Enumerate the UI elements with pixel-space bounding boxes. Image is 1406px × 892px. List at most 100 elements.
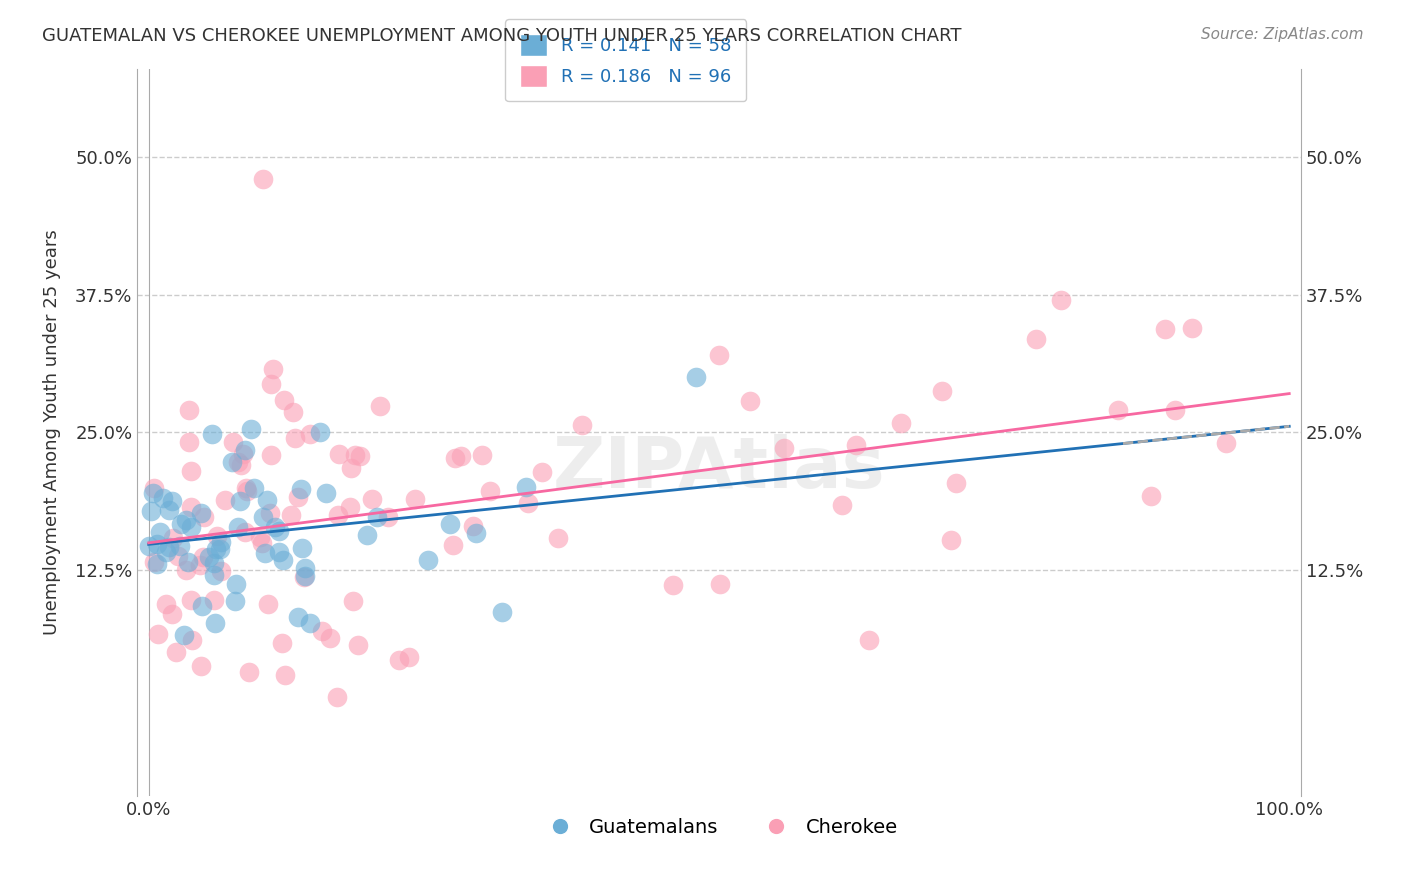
Point — [858, 632, 880, 647]
Point — [167, 549, 190, 563]
Point — [271, 636, 294, 650]
Point — [326, 508, 349, 522]
Point — [274, 668, 297, 682]
Point — [360, 492, 382, 507]
Point — [233, 524, 256, 539]
Point — [232, 447, 254, 461]
Point — [155, 545, 177, 559]
Point — [177, 435, 200, 450]
Point — [398, 649, 420, 664]
Point — [450, 449, 472, 463]
Point — [142, 556, 165, 570]
Point — [173, 628, 195, 642]
Point — [346, 638, 368, 652]
Point — [740, 394, 762, 409]
Point — [388, 653, 411, 667]
Point — [190, 659, 212, 673]
Point — [142, 486, 165, 500]
Point — [235, 481, 257, 495]
Point — [148, 627, 170, 641]
Point — [222, 435, 245, 450]
Point — [142, 482, 165, 496]
Point — [162, 531, 184, 545]
Point — [181, 633, 204, 648]
Point — [228, 455, 250, 469]
Point — [471, 448, 494, 462]
Point — [174, 513, 197, 527]
Point — [292, 570, 315, 584]
Point — [160, 494, 183, 508]
Point — [298, 426, 321, 441]
Point — [709, 577, 731, 591]
Point — [271, 553, 294, 567]
Point — [356, 528, 378, 542]
Point — [228, 520, 250, 534]
Point — [418, 553, 440, 567]
Point — [190, 506, 212, 520]
Point — [208, 541, 231, 556]
Point — [547, 531, 569, 545]
Point — [339, 500, 361, 514]
Point — [1139, 489, 1161, 503]
Point — [479, 483, 502, 498]
Point — [280, 508, 302, 522]
Point — [180, 593, 202, 607]
Point — [530, 465, 553, 479]
Point — [262, 362, 284, 376]
Point — [342, 594, 364, 608]
Point — [291, 541, 314, 556]
Point — [249, 530, 271, 544]
Point — [571, 417, 593, 432]
Point — [165, 644, 187, 658]
Point — [443, 450, 465, 465]
Point — [149, 525, 172, 540]
Point — [491, 605, 513, 619]
Point — [259, 507, 281, 521]
Point — [138, 539, 160, 553]
Point — [939, 533, 962, 548]
Point — [207, 529, 229, 543]
Point — [157, 540, 180, 554]
Point — [174, 563, 197, 577]
Point — [328, 447, 350, 461]
Point — [260, 376, 283, 391]
Point — [231, 458, 253, 473]
Point — [516, 496, 538, 510]
Point — [290, 482, 312, 496]
Point — [180, 500, 202, 514]
Point — [831, 498, 853, 512]
Point — [319, 631, 342, 645]
Point — [315, 486, 337, 500]
Point — [191, 599, 214, 614]
Point — [256, 493, 278, 508]
Point — [707, 348, 730, 362]
Point — [252, 509, 274, 524]
Point — [169, 540, 191, 554]
Point — [193, 549, 215, 564]
Point — [160, 607, 183, 622]
Point — [254, 546, 277, 560]
Point — [155, 597, 177, 611]
Point — [273, 392, 295, 407]
Point — [377, 509, 399, 524]
Point — [180, 464, 202, 478]
Point — [1215, 435, 1237, 450]
Point — [1050, 293, 1073, 307]
Point — [198, 550, 221, 565]
Point — [214, 493, 236, 508]
Point — [152, 491, 174, 506]
Point — [1025, 332, 1047, 346]
Point — [139, 504, 162, 518]
Point — [287, 610, 309, 624]
Point — [368, 400, 391, 414]
Point — [225, 577, 247, 591]
Point — [229, 494, 252, 508]
Point — [515, 480, 537, 494]
Point — [294, 561, 316, 575]
Point — [239, 422, 262, 436]
Point — [193, 509, 215, 524]
Point — [349, 449, 371, 463]
Point — [252, 171, 274, 186]
Point — [233, 443, 256, 458]
Point — [441, 539, 464, 553]
